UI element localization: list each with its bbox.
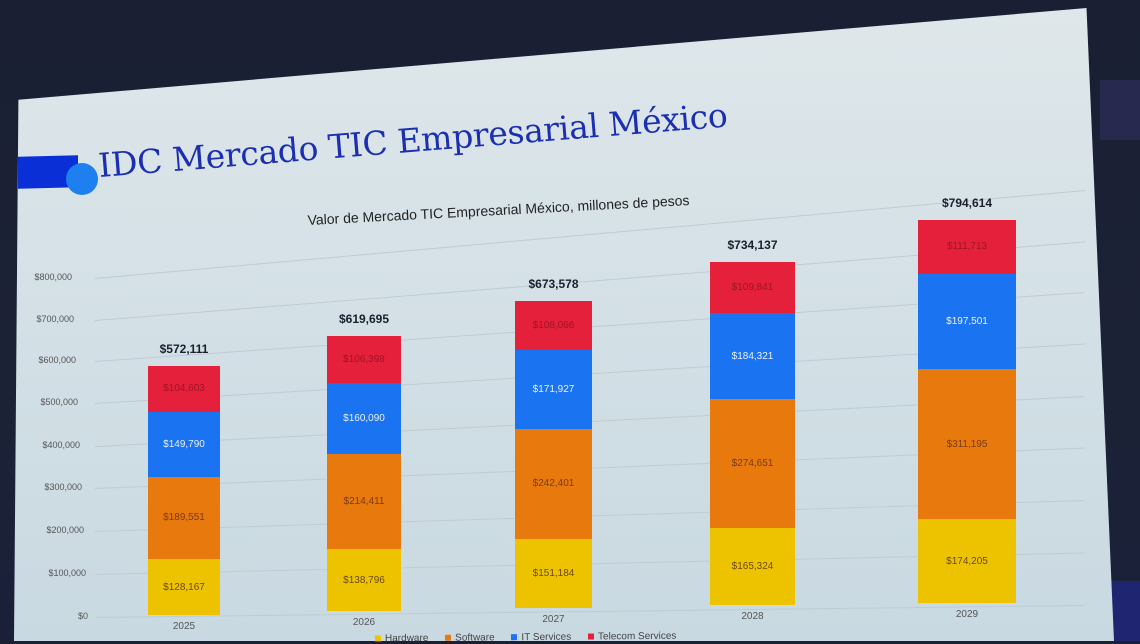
bar-total-label: $734,137 (727, 238, 778, 252)
legend-item-hardware: Hardware (374, 633, 428, 644)
bar-total-label: $794,614 (941, 196, 993, 210)
segment-telecom-services: $108,066 (515, 301, 592, 351)
segment-it-services: $171,927 (515, 350, 592, 429)
y-tick-label: $500,000 (40, 397, 78, 407)
segment-hardware: $165,324 (710, 527, 795, 605)
legend: Hardware Software IT Services Telecom Se… (374, 631, 690, 644)
y-tick-label: $600,000 (38, 355, 76, 365)
bar-2028: $165,324 $274,651 $184,321 $109,841 (710, 262, 795, 605)
segment-telecom-services: $106,398 (327, 336, 401, 384)
segment-it-services: $184,321 (710, 313, 795, 400)
x-tick-label: 2025 (172, 621, 196, 632)
y-tick-label: $800,000 (34, 272, 72, 282)
segment-telecom-services: $111,713 (918, 220, 1016, 274)
y-tick-label: $100,000 (48, 568, 86, 578)
y-tick-label: $0 (77, 611, 88, 621)
segment-value-label: $189,551 (163, 512, 205, 524)
segment-value-label: $111,713 (946, 241, 988, 253)
segment-software: $214,411 (327, 454, 401, 550)
bar-total-label: $673,578 (528, 277, 579, 291)
legend-item-it-services: IT Services (511, 632, 571, 644)
bar-2027: $151,184 $242,401 $171,927 $108,066 (515, 301, 592, 608)
segment-it-services: $197,501 (918, 273, 1016, 370)
segment-telecom-services: $109,841 (710, 262, 795, 314)
accent-dot-icon (66, 163, 98, 195)
telecom-swatch-icon (587, 633, 595, 640)
segment-value-label: $171,927 (532, 383, 575, 395)
bar-total-label: $572,111 (159, 342, 209, 356)
legend-item-software: Software (445, 632, 495, 644)
x-tick-label: 2028 (741, 611, 764, 622)
segment-software: $311,195 (918, 369, 1016, 520)
segment-value-label: $214,411 (343, 496, 385, 508)
segment-value-label: $151,184 (532, 568, 575, 580)
segment-it-services: $149,790 (148, 411, 220, 477)
segment-value-label: $274,651 (731, 458, 774, 470)
segment-value-label: $108,066 (532, 320, 575, 332)
it-services-swatch-icon (511, 634, 518, 641)
segment-hardware: $128,167 (148, 559, 220, 615)
segment-software: $189,551 (148, 476, 220, 560)
segment-value-label: $165,324 (731, 560, 774, 572)
bar-total-label: $619,695 (338, 312, 390, 326)
y-tick-label: $400,000 (42, 440, 80, 450)
x-tick-label: 2027 (542, 614, 565, 625)
x-tick-label: 2029 (955, 609, 979, 620)
y-tick-label: $200,000 (46, 525, 84, 535)
segment-value-label: $106,398 (343, 354, 385, 366)
bar-2025: $128,167 $189,551 $149,790 $104,603 (148, 366, 220, 615)
segment-value-label: $197,501 (946, 315, 988, 327)
background-light (1100, 80, 1140, 140)
segment-value-label: $149,790 (163, 438, 205, 450)
y-tick-label: $700,000 (36, 314, 74, 324)
bar-2026: $138,796 $214,411 $160,090 $106,398 (327, 336, 401, 611)
segment-value-label: $174,205 (946, 555, 988, 567)
x-tick-label: 2026 (352, 617, 376, 628)
segment-value-label: $311,195 (946, 438, 988, 450)
segment-software: $242,401 (515, 428, 592, 540)
bar-2029: $174,205 $311,195 $197,501 $111,713 (918, 220, 1016, 603)
segment-value-label: $128,167 (163, 581, 205, 593)
segment-hardware: $138,796 (327, 549, 401, 611)
software-swatch-icon (445, 635, 452, 642)
segment-hardware: $174,205 (918, 519, 1016, 603)
segment-value-label: $109,841 (731, 282, 774, 294)
segment-software: $274,651 (710, 399, 795, 528)
segment-value-label: $138,796 (343, 574, 385, 586)
y-tick-label: $300,000 (44, 482, 82, 492)
background-light (1110, 581, 1140, 641)
segment-hardware: $151,184 (515, 539, 592, 608)
segment-telecom-services: $104,603 (148, 366, 220, 412)
segment-value-label: $160,090 (343, 413, 385, 425)
segment-value-label: $104,603 (163, 383, 205, 395)
segment-value-label: $184,321 (731, 350, 774, 362)
segment-value-label: $242,401 (532, 478, 575, 490)
segment-it-services: $160,090 (327, 383, 401, 455)
